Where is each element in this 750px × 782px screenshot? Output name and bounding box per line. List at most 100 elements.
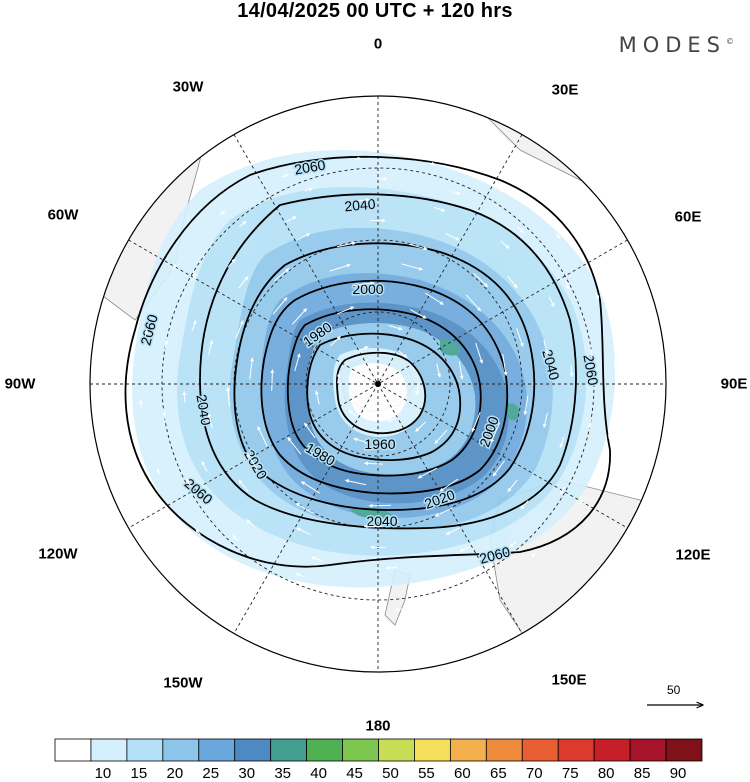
wind-arrow [530,552,537,558]
wind-arrow [433,206,446,212]
colorbar-tick-label: 10 [94,765,112,782]
lon-label-120w: 120W [38,545,78,563]
wind-arrow [138,399,143,407]
contour-1980-b [306,332,462,461]
wind-arrow [295,502,314,514]
lon-label-30w: 30W [172,78,204,96]
wind-arrow [497,188,505,193]
wind-arrow [516,328,524,347]
wind-arrow [542,412,548,428]
wind-arrow [607,431,612,439]
colorbar-tick-label: 75 [561,765,579,782]
colorbar-swatch [485,738,523,762]
wind-arrow [471,412,481,433]
lon-label-150e: 150E [551,671,587,689]
colorbar-tick-label: 35 [274,765,291,782]
colorbar-tick-label: 90 [669,765,687,782]
wind-arrow [523,395,529,416]
wind-arrow [352,281,375,287]
wind-arrow [459,545,470,552]
wind-arrow [467,590,474,595]
wind-arrow [394,607,402,612]
wind-arrow [434,507,453,517]
wind-arrow [358,346,369,351]
wind-arrow [452,190,461,195]
contour-label: 2040 [366,513,397,529]
colorbar-tick-label: 15 [130,765,148,782]
colorbar-swatch [90,738,128,762]
contour-2040 [199,193,577,530]
wind-arrow [613,361,618,369]
colorbar-tick-label: 65 [489,765,507,782]
colorbar-swatch [378,738,415,762]
wind-arrow [238,479,249,493]
wind-arrow [445,232,460,241]
wind-arrow [564,281,570,290]
wind-arrow [353,437,368,443]
wind-arrow [195,529,201,536]
wind-arrow [507,479,518,493]
wind-arrow [401,263,423,271]
wind-arrow [310,556,323,562]
lon-label-90e: 90E [720,375,748,393]
wind-arrow [156,468,161,476]
colorbar-swatch [126,738,164,762]
wind-arrow [227,258,236,268]
lon-label-0: 0 [373,35,383,53]
wind-arrow [294,353,301,372]
wind-arrow [425,292,444,305]
colorbar-tick-label: 80 [597,765,615,782]
wind-arrow [304,187,314,192]
wind-arrow [348,410,358,418]
wind-arrow [336,241,357,248]
wind-arrow [246,453,258,470]
wind-arrow [219,210,226,216]
wind-arrow [587,419,592,429]
contour-1960 [336,351,427,435]
colorbar-tick-label: 45 [346,765,363,782]
colorbar-tick-label: 70 [525,765,543,782]
wind-arrow [296,233,311,241]
colorbar-swatch [270,738,308,762]
colorbar-tick-label: 55 [418,765,435,782]
lon-label-60e: 60E [674,208,702,226]
wind-arrow [144,329,149,337]
wind-arrow [171,263,177,271]
wind-arrow [286,216,297,223]
contour-2060 [124,155,611,568]
lon-label-150w: 150W [163,674,203,692]
wind-arrow [364,461,383,466]
wind-arrow [291,308,308,325]
colorbar-tick-label: 50 [382,765,399,782]
wind-arrow [410,309,427,319]
wind-arrow [336,306,355,315]
wind-arrow [274,268,290,282]
wind-arrow [415,421,427,432]
wind-arrow [207,412,213,429]
colorbar-swatch [449,738,487,762]
lon-label-90w: 90W [4,375,36,393]
lon-label-180: 180 [365,717,391,735]
wind-arrow [507,275,518,289]
contour-2020 [233,242,536,511]
map-boundary [89,95,667,673]
wind-arrow [445,527,460,535]
lon-label-120e: 120E [675,546,711,564]
colorbar-swatch [306,738,343,762]
wind-arrow [329,263,351,272]
wind-arrow [270,369,275,391]
wind-arrow [303,422,316,439]
wind-arrow [249,357,254,380]
wind-arrow [344,479,367,486]
colorbar-swatch [521,738,559,762]
wind-arrow [589,348,594,358]
wind-arrow [543,339,549,356]
wind-arrow [509,541,517,548]
wind-arrow [162,410,167,420]
contour-1980-a [286,308,482,477]
wind-arrow [164,339,169,349]
wind-arrow [354,156,362,161]
height-contours [124,155,611,568]
wind-arrow [473,273,489,288]
colorbar-swatch [54,738,92,762]
